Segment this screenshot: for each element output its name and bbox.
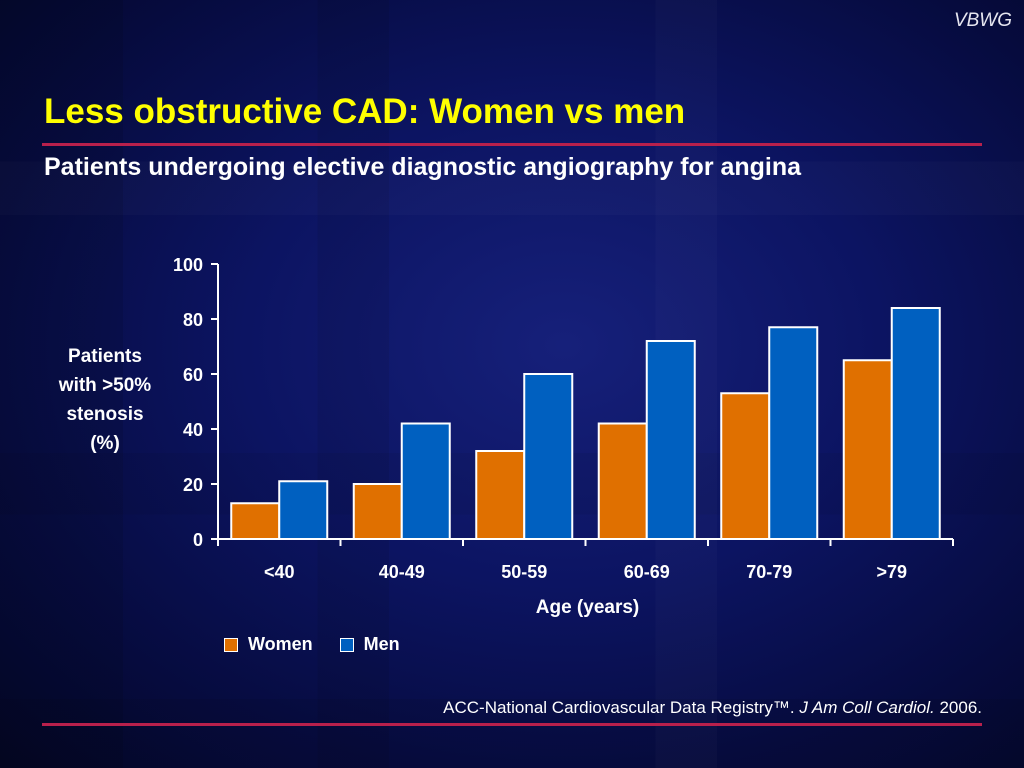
y-tick-label: 20 [183, 475, 203, 495]
y-tick-label: 100 [173, 255, 203, 275]
bar-women [842, 359, 893, 540]
x-tick-label: 70-79 [746, 562, 792, 582]
y-tick-label: 80 [183, 310, 203, 330]
x-tick-label: 40-49 [379, 562, 425, 582]
legend-swatch-men [339, 637, 354, 652]
bar-men [278, 480, 329, 540]
bar-men [523, 373, 574, 540]
citation-journal: J Am Coll Cardiol. [799, 698, 935, 717]
legend-label-men: Men [363, 634, 400, 654]
slide-subtitle: Patients undergoing elective diagnostic … [44, 153, 802, 181]
bar-men [400, 422, 451, 540]
bar-chart: 0 20 40 60 80 100 <40 40-49 50-59 60-69 70-79 >79 [173, 255, 941, 582]
bar-men [645, 340, 696, 540]
bar-women [230, 502, 281, 540]
title-rule [42, 143, 982, 146]
legend-swatch-women [224, 637, 238, 652]
slide-title: Less obstructive CAD: Women vs men [44, 92, 686, 131]
brand-logo-text: VBWG [953, 10, 1012, 31]
x-tick-label: 50-59 [501, 562, 547, 582]
legend-label-women: Women [248, 634, 313, 654]
x-axis-label: Age (years) [535, 597, 640, 618]
citation-registry: ACC-National Cardiovascular Data Registr… [443, 698, 800, 717]
y-tick-label: 40 [183, 420, 203, 440]
bar-women [597, 422, 648, 540]
y-axis-label: Patients with >50% stenosis (%) [58, 346, 152, 454]
x-tick-label: >79 [876, 562, 907, 582]
chart-legend: Women Men [224, 634, 427, 655]
y-tick-label: 0 [193, 530, 203, 550]
citation-year: 2006. [934, 698, 982, 717]
bar-men [890, 307, 941, 540]
y-tick-label: 60 [183, 365, 203, 385]
bar-women [352, 483, 403, 540]
x-tick-label: 60-69 [624, 562, 670, 582]
legend-item-men: Men [339, 634, 400, 655]
legend-item-women: Women [224, 634, 313, 655]
bar-women [475, 450, 526, 540]
footer-rule [42, 723, 982, 726]
bar-women [720, 392, 771, 540]
bar-men [768, 326, 819, 540]
x-tick-label: <40 [264, 562, 295, 582]
citation: ACC-National Cardiovascular Data Registr… [443, 698, 982, 718]
